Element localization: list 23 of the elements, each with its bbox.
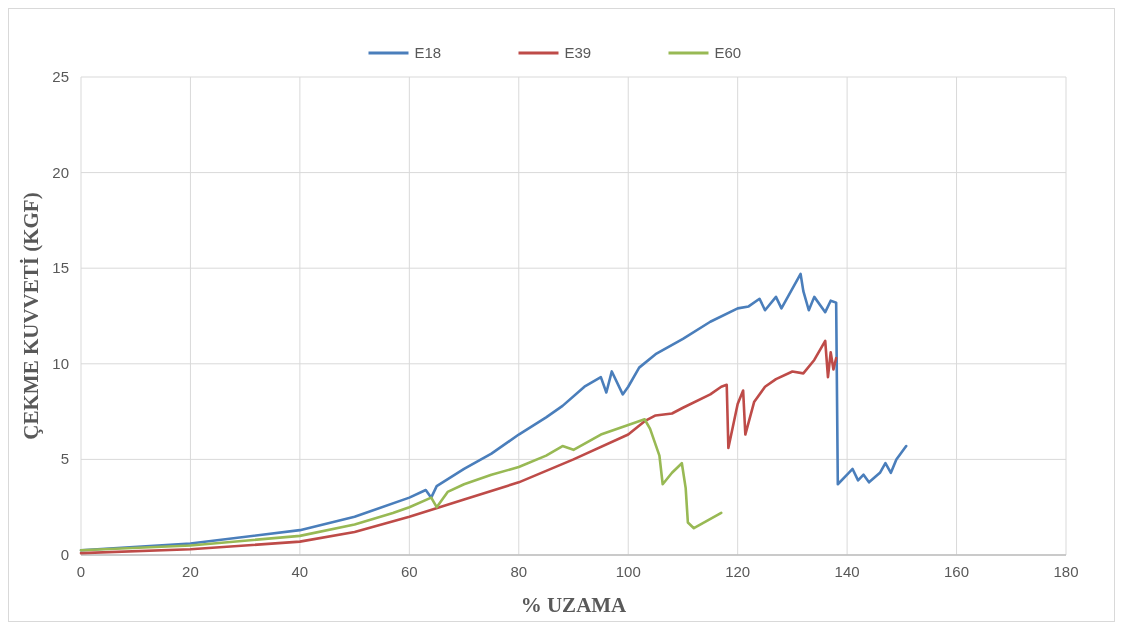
x-tick-label: 0	[76, 563, 86, 580]
y-axis-title: ÇEKME KUVVETİ (KGF)	[19, 192, 43, 440]
x-tick-label: 60	[400, 563, 418, 580]
y-tick-label: 15	[52, 259, 69, 277]
x-tick-label: 40	[291, 563, 309, 580]
x-tick-label: 20	[182, 563, 199, 580]
y-tick-label: 0	[60, 546, 69, 563]
x-tick-label: 180	[1053, 563, 1079, 580]
x-tick-label: 160	[944, 563, 970, 580]
line-series	[79, 417, 723, 552]
x-tick-label: 120	[725, 563, 751, 580]
x-tick-label: 140	[834, 563, 860, 580]
y-tick-label: 25	[52, 68, 69, 85]
x-tick-label: 80	[510, 563, 528, 580]
x-tick-label: 100	[615, 563, 641, 580]
line-series	[79, 339, 838, 555]
y-tick-label: 10	[52, 354, 69, 372]
legend-label: E39	[564, 44, 592, 61]
x-axis-title: % UZAMA	[520, 593, 628, 617]
legend-label: E60	[714, 44, 742, 61]
y-tick-label: 5	[60, 450, 69, 468]
legend-label: E18	[414, 44, 442, 61]
y-tick-label: 20	[52, 163, 69, 181]
